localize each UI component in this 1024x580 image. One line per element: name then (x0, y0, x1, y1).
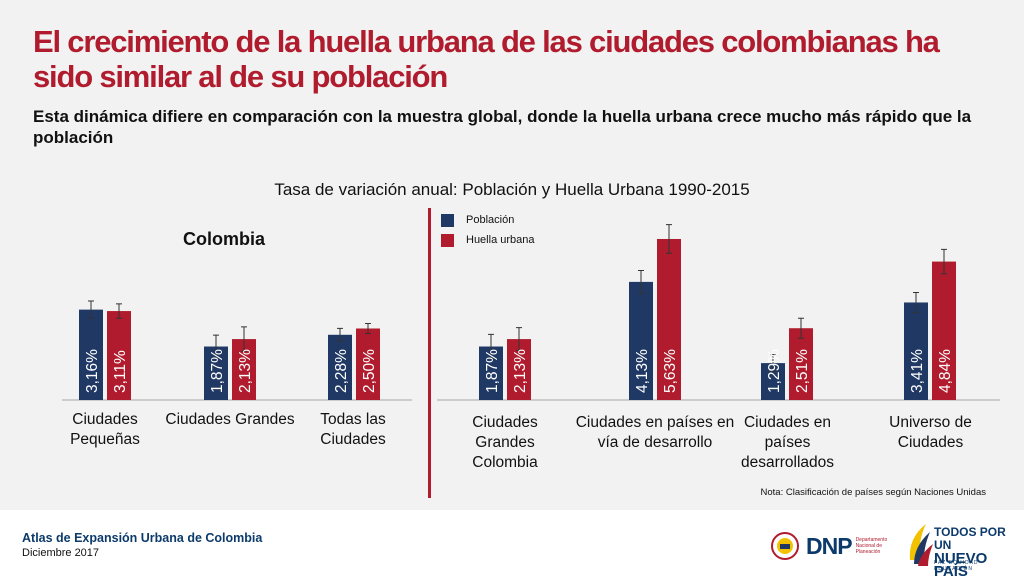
category-label: Ciudades Pequeñas (70, 411, 140, 448)
category-label: Todas las Ciudades (320, 411, 386, 448)
bar-huella-urbana (789, 328, 813, 400)
data-label: 3,16% (84, 349, 101, 393)
data-label: 1,87% (209, 349, 226, 393)
legend-item-poblacion: Población (441, 210, 535, 230)
dnp-logo-text: DNP (806, 532, 853, 559)
bar-poblacion (629, 281, 653, 400)
bar-chart: 3,16% 3,11% 1,87% 2,13% 2,28% 2,50% 1,87% 2,13%… (62, 224, 1000, 401)
error-bar (337, 327, 343, 342)
colombia-panel-label: Colombia (183, 229, 266, 249)
error-bar (638, 269, 644, 294)
colombia-seal-icon (771, 532, 799, 560)
bar-huella-urbana (657, 238, 681, 400)
data-label: 4,84% (937, 349, 954, 393)
data-label: 1,29% (766, 349, 783, 393)
legend-label-poblacion: Población (466, 214, 515, 226)
todos-line2: NUEVO PAÍS (934, 550, 988, 580)
data-label: 2,50% (361, 349, 378, 393)
error-bar (770, 354, 776, 373)
data-label: 3,41% (909, 349, 926, 393)
category-label: Ciudades Grandes Colombia (472, 414, 538, 471)
error-bar (116, 303, 122, 319)
bar-huella-urbana (932, 261, 956, 400)
data-label: 2,28% (333, 349, 350, 393)
dnp-logo: DNP Departamento Nacional de Planeación (770, 530, 900, 562)
category-label: Ciudades en países desarrollados (740, 414, 835, 471)
error-bar (941, 248, 947, 275)
data-label: 1,87% (484, 349, 501, 393)
chart-note: Nota: Clasificación de países según Naci… (760, 487, 987, 498)
data-label: 2,13% (512, 349, 529, 393)
error-bar (913, 291, 919, 313)
legend-label-huella: Huella urbana (466, 234, 535, 246)
slide-background (0, 0, 1024, 510)
data-label: 3,11% (112, 350, 129, 393)
error-bar (488, 333, 494, 360)
error-bar (798, 317, 804, 339)
bar-poblacion (328, 334, 352, 400)
bar-poblacion (79, 309, 103, 400)
data-label: 5,63% (662, 349, 679, 393)
legend-item-huella: Huella urbana (441, 230, 535, 250)
panel-divider (428, 208, 431, 498)
slide-subtitle: Esta dinámica difiere en comparación con… (33, 107, 972, 147)
footer-title: Atlas de Expansión Urbana de Colombia (22, 531, 263, 545)
category-label: Ciudades Grandes (165, 411, 295, 428)
chart-legend: Población Huella urbana (441, 210, 535, 250)
todos-por-un-nuevo-pais-logo: TODOS POR UN NUEVO PAÍS PAZ EQUIDAD EDUC… (906, 520, 1016, 579)
error-bar (365, 322, 371, 335)
dnp-logo-subtext: Departamento Nacional de Planeación (855, 537, 888, 555)
footer-date: Diciembre 2017 (22, 547, 100, 559)
category-label: Ciudades en países en vía de desarrollo (575, 414, 735, 451)
chart-title: Tasa de variación anual: Población y Hue… (274, 180, 750, 199)
error-bar (666, 224, 672, 254)
todos-line3: PAZ EQUIDAD EDUCACIÓN (934, 560, 979, 572)
bar-huella-urbana (107, 311, 131, 400)
data-label: 4,13% (634, 349, 651, 393)
data-label: 2,51% (794, 349, 811, 393)
error-bar (241, 326, 247, 352)
legend-swatch-huella (441, 233, 454, 247)
legend-swatch-poblacion (441, 213, 454, 227)
todos-line1: TODOS POR UN (934, 525, 1006, 552)
category-label: Universo de Ciudades (889, 414, 972, 451)
slide-title: El crecimiento de la huella urbana de la… (33, 24, 940, 94)
error-bar (213, 334, 219, 359)
data-label: 2,13% (237, 349, 254, 393)
error-bar (88, 300, 94, 319)
error-bar (516, 327, 522, 352)
bar-huella-urbana (356, 328, 380, 400)
colombia-flag-swoosh-icon (909, 524, 933, 566)
bar-poblacion (904, 302, 928, 400)
todos-logo-text: TODOS POR UN NUEVO PAÍS (934, 525, 1016, 580)
